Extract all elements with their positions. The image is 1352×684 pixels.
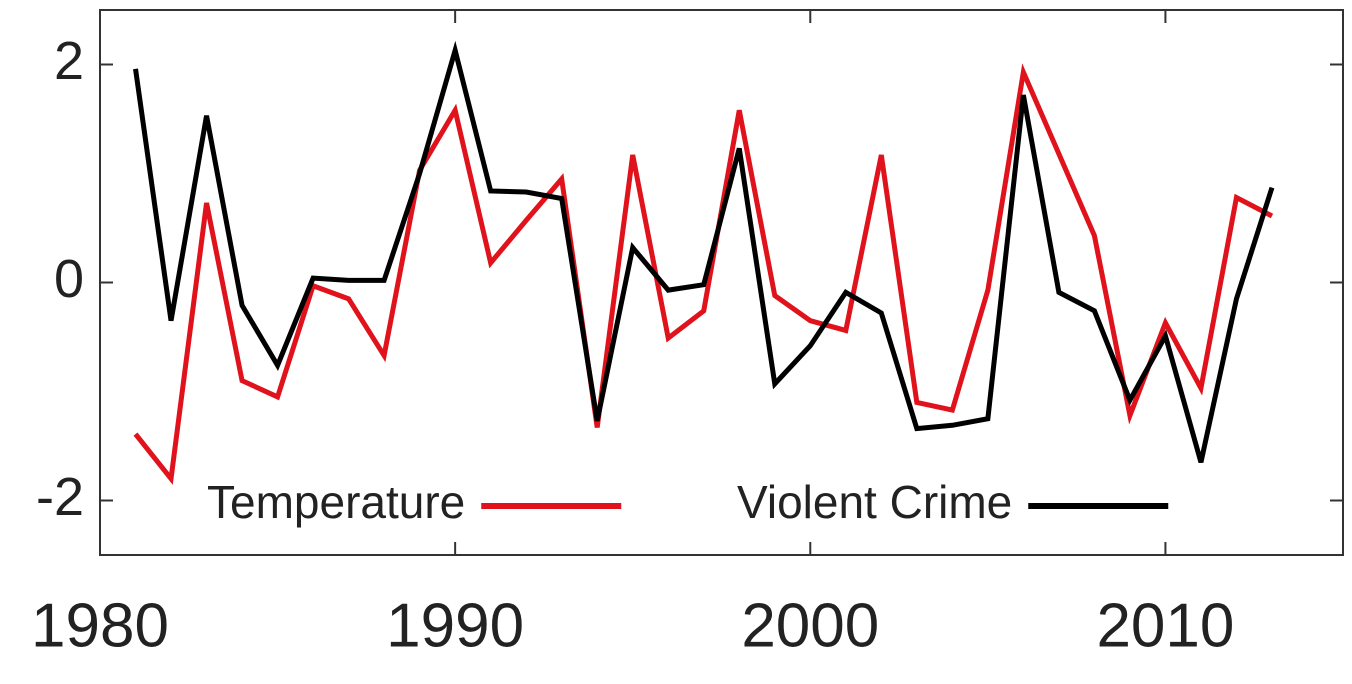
series-line <box>133 40 1275 464</box>
legend-label: Violent Crime <box>737 476 1012 528</box>
x-tick-label: 1990 <box>386 591 524 660</box>
plot-frame <box>99 9 1344 556</box>
y-tick-label: 2 <box>54 31 84 91</box>
y-tick-label: 0 <box>54 249 84 309</box>
legend-label: Temperature <box>207 476 465 528</box>
y-tick-label: -2 <box>36 467 84 527</box>
x-tick-label: 2000 <box>741 591 879 660</box>
series-line <box>133 63 1274 485</box>
x-tick-label: 1980 <box>31 591 169 660</box>
x-tick-label: 2010 <box>1096 591 1234 660</box>
